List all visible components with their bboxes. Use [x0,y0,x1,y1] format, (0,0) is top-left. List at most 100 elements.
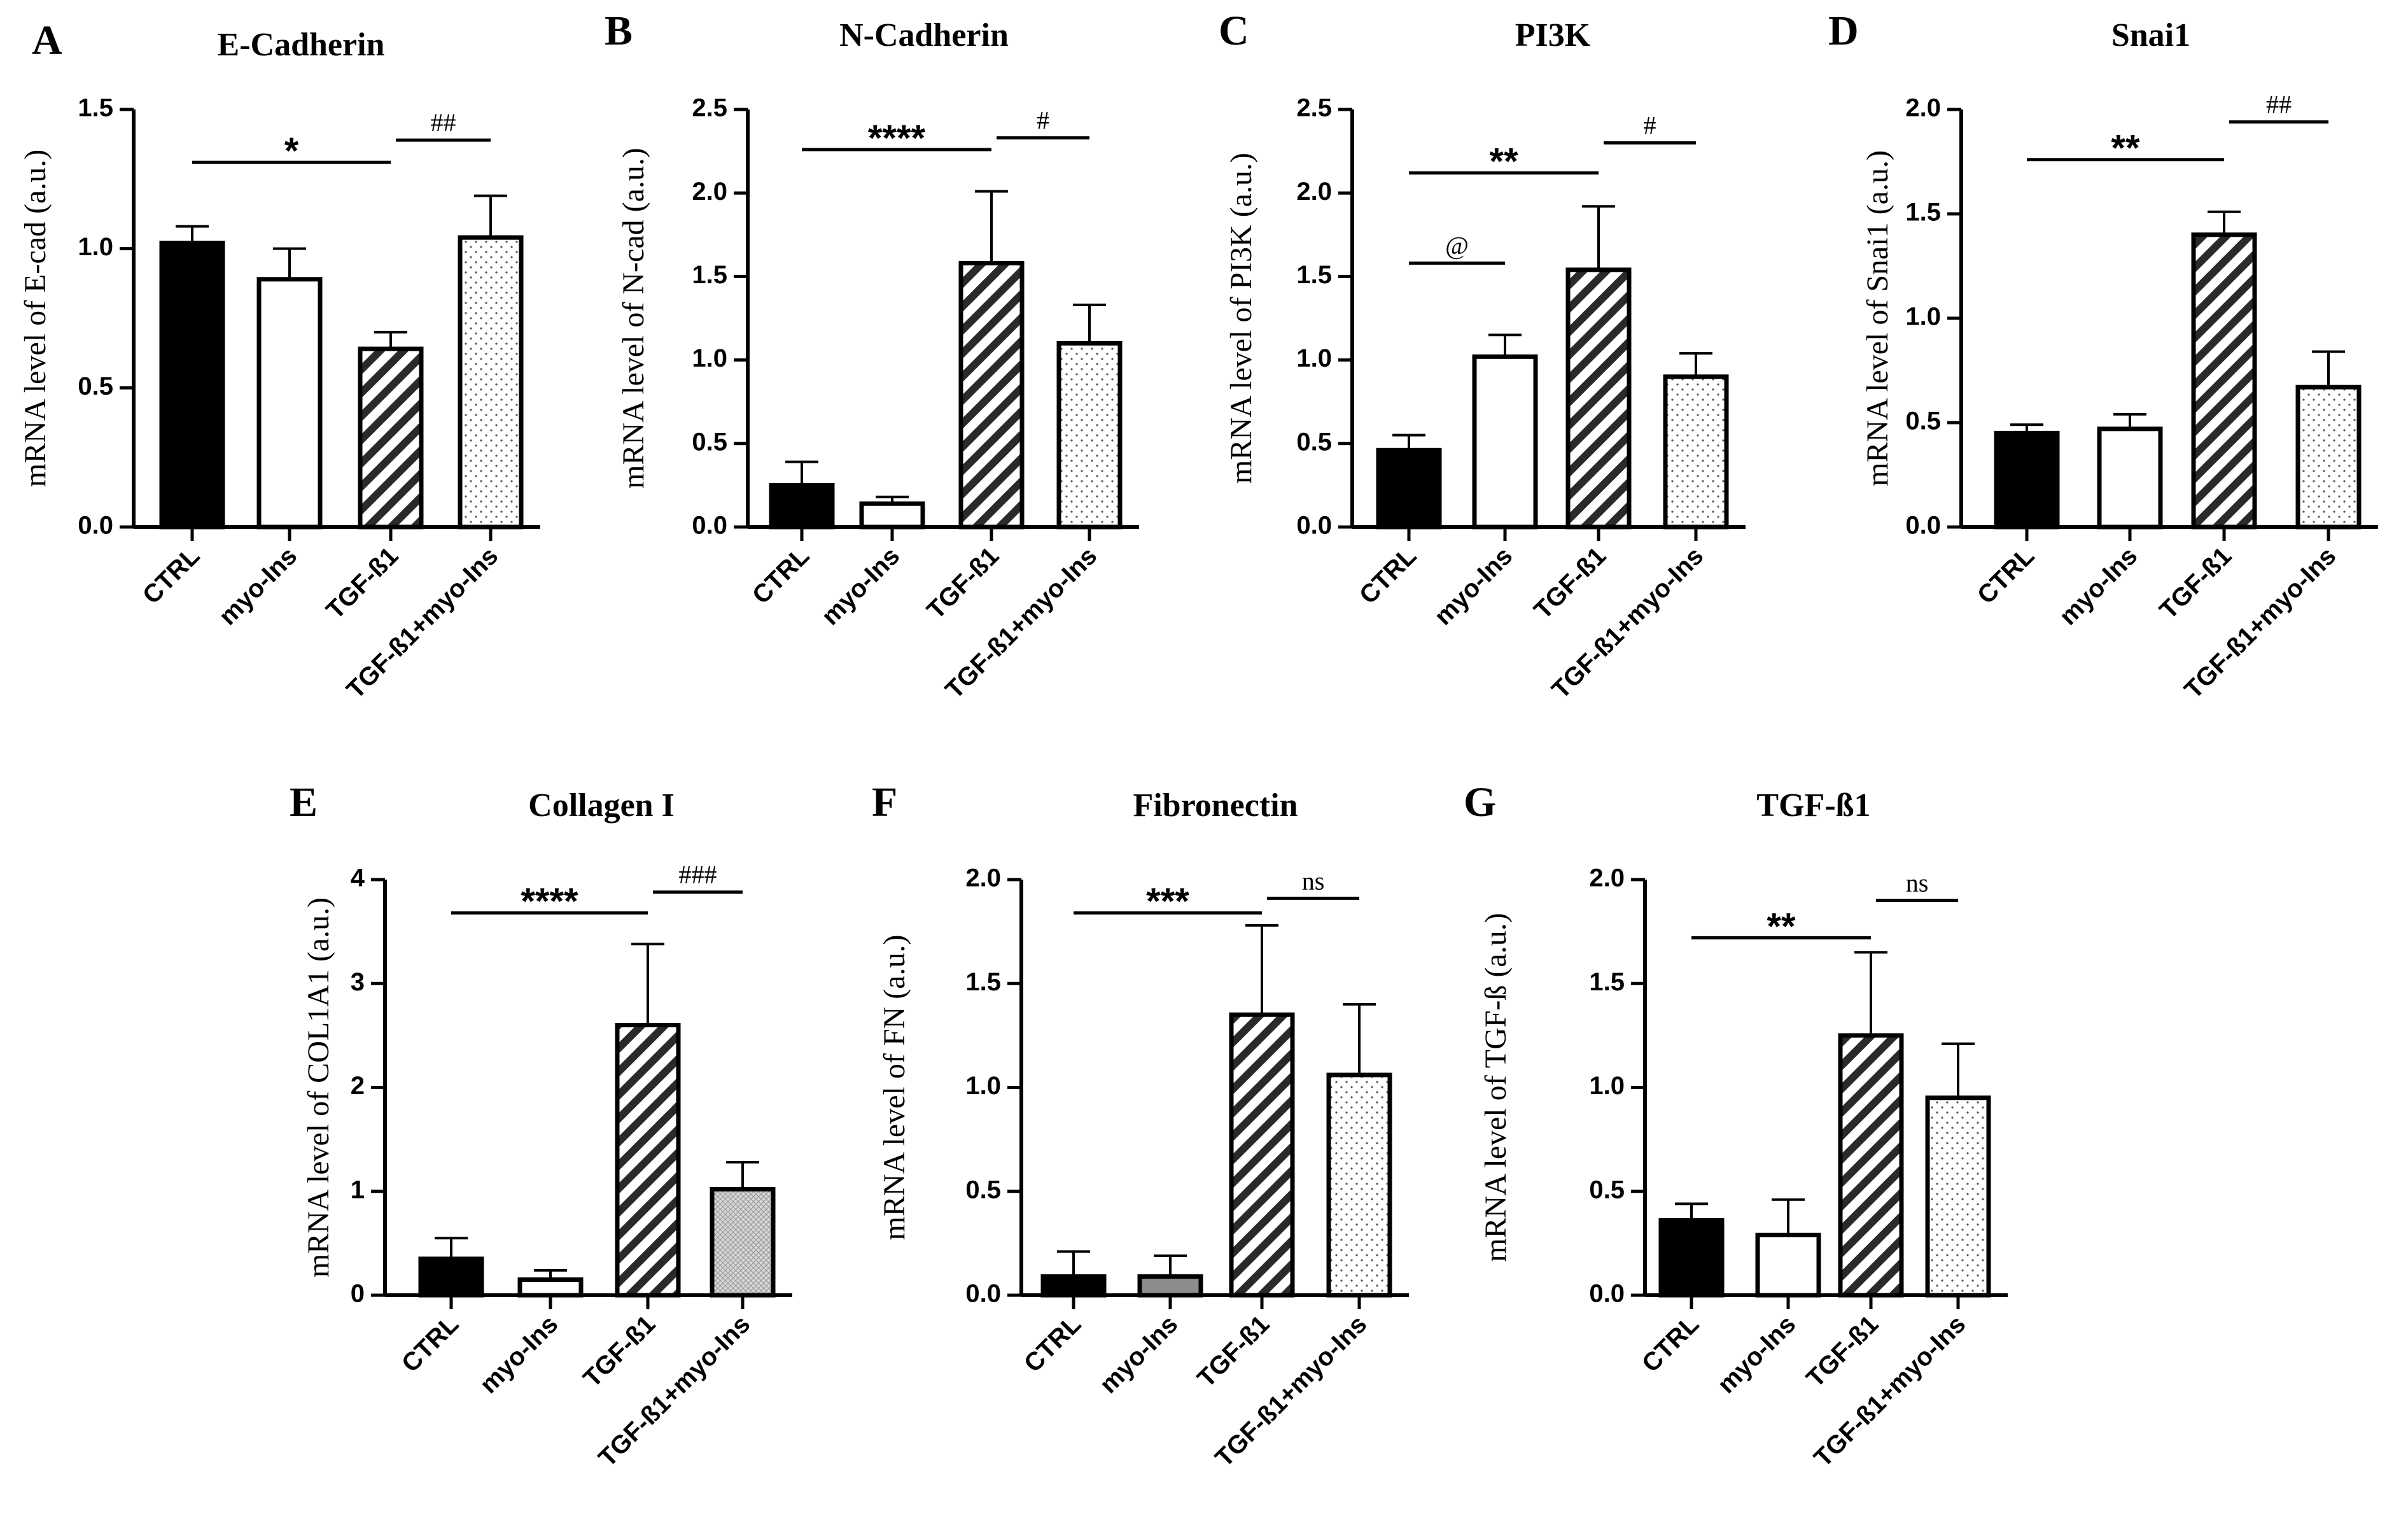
panel-e: E Collagen I mRNA level of COL1A1 (a.u.) 0 1… [290,779,792,1472]
panel-letter: A [32,17,62,64]
panel-letter: E [290,779,318,826]
y-axis-label: mRNA level of N-cad (a.u.) [617,148,650,489]
y-tick-label: 0.5 [1589,1176,1625,1204]
bar [958,260,1025,530]
bar [859,501,925,530]
significance-label: * [284,130,299,172]
bar [1925,1095,1991,1298]
chart-title: PI3K [1515,17,1591,53]
y-tick-label: 1.0 [692,344,727,372]
significance-label: **** [868,118,926,159]
x-tick-label: TGF-ß1 [578,1310,661,1393]
x-tick-label: CTRL [137,542,206,610]
bar [1994,430,2060,530]
x-tick-label: TGF-ß1 [921,542,1004,624]
x-tick-label: CTRL [1019,1310,1087,1378]
bar [1472,354,1538,530]
bar [1229,1012,1295,1298]
y-tick-label: 2.0 [692,178,727,206]
panel-a: A E-Cadherin mRNA level of E-cad (a.u.) 0.0… [18,17,540,704]
y-tick-label: 1.5 [965,968,1001,996]
x-tick-label: TGF-ß1 [1801,1310,1884,1393]
y-tick-label: 0.5 [1296,428,1332,456]
bar [769,482,835,530]
y-tick-label: 0.5 [692,428,727,456]
panel-letter: D [1828,8,1859,54]
y-tick-label: 0.0 [1905,512,1941,540]
y-tick-label: 2 [351,1072,365,1100]
significance-label: @ [1445,231,1469,260]
bar [1040,1274,1107,1298]
chart-title: TGF-ß1 [1756,787,1870,824]
bar [2191,232,2257,530]
y-axis-label: mRNA level of FN (a.u.) [878,935,911,1240]
x-tick-label: myo-Ins [1429,542,1518,631]
chart-title: Collagen I [528,787,675,824]
y-axis-label: mRNA level of Snai1 (a.u.) [1861,150,1894,486]
x-tick-label: TGF-ß1 [2154,542,2237,624]
bar [615,1023,681,1298]
bar [1056,341,1123,530]
y-tick-label: 1.0 [78,233,113,261]
x-tick-label: myo-Ins [2054,542,2143,631]
y-tick-label: 0.0 [78,512,113,540]
y-tick-label: 0.5 [1905,407,1941,435]
y-tick-label: 2.0 [1905,94,1941,122]
x-tick-label: CTRL [1637,1310,1705,1378]
bar [1326,1072,1392,1298]
y-tick-label: 1.0 [1296,344,1332,372]
y-tick-label: 1.5 [1905,199,1941,227]
y-tick-label: 2.5 [1296,94,1332,122]
bar [1755,1232,1821,1298]
bar [1376,447,1442,530]
y-tick-label: 2.0 [1589,864,1625,892]
y-tick-label: 2.5 [692,94,727,122]
y-tick-label: 0.0 [1589,1280,1625,1308]
chart-title: N-Cadherin [839,17,1009,53]
x-tick-label: CTRL [1972,542,2040,610]
chart-title: Snai1 [2111,17,2190,53]
bar [159,241,225,530]
bar [1658,1218,1725,1298]
y-tick-label: 0.0 [965,1280,1001,1308]
y-tick-label: 1.5 [78,94,113,122]
significance-label: ns [1302,866,1325,895]
bar [2097,426,2163,530]
panel-letter: B [605,8,633,54]
panel-letter: F [872,779,897,826]
significance-label: ## [2266,90,2292,119]
significance-label: # [1037,106,1049,135]
significance-label: ### [679,861,717,889]
significance-label: ** [2111,128,2140,169]
x-tick-label: myo-Ins [1712,1310,1802,1399]
y-axis-label: mRNA level of COL1A1 (a.u.) [302,897,335,1277]
x-tick-label: myo-Ins [1095,1310,1184,1399]
chart-title: E-Cadherin [218,27,385,63]
x-tick-label: myo-Ins [214,542,303,631]
y-tick-label: 0.0 [692,512,727,540]
y-axis-label: mRNA level of PI3K (a.u.) [1224,153,1258,484]
panel-c: C PI3K mRNA level of PI3K (a.u.) 0.0 0.5 1.0 1… [1219,8,1746,704]
significance-label: **** [521,881,578,922]
x-tick-label: TGF-ß1 [1529,542,1611,624]
bar [1565,267,1632,530]
x-tick-label: TGF-ß1 [1192,1310,1275,1393]
y-tick-label: 1.0 [965,1072,1001,1100]
bar [1663,374,1729,530]
x-tick-label: TGF-ß1+myo-Ins [1809,1310,1971,1472]
bar [256,277,323,530]
y-tick-label: 0.5 [965,1176,1001,1204]
bar [2295,384,2362,530]
panel-f: F Fibronectin mRNA level of FN (a.u.) 0.0 0.… [872,779,1409,1472]
panel-g: G TGF-ß1 mRNA level of TGF-ß (a.u.) 0.0 0.5 1… [1464,779,2008,1472]
y-tick-label: 1.0 [1589,1072,1625,1100]
x-tick-label: CTRL [396,1310,465,1378]
y-axis-label: mRNA level of E-cad (a.u.) [18,150,52,487]
y-tick-label: 2.0 [1296,178,1332,206]
panel-letter: C [1219,8,1249,54]
y-tick-label: 1.5 [692,261,727,289]
significance-label: *** [1146,881,1189,922]
bar [1137,1274,1203,1298]
y-tick-label: 0.5 [78,372,113,400]
y-tick-label: 1.5 [1589,968,1625,996]
